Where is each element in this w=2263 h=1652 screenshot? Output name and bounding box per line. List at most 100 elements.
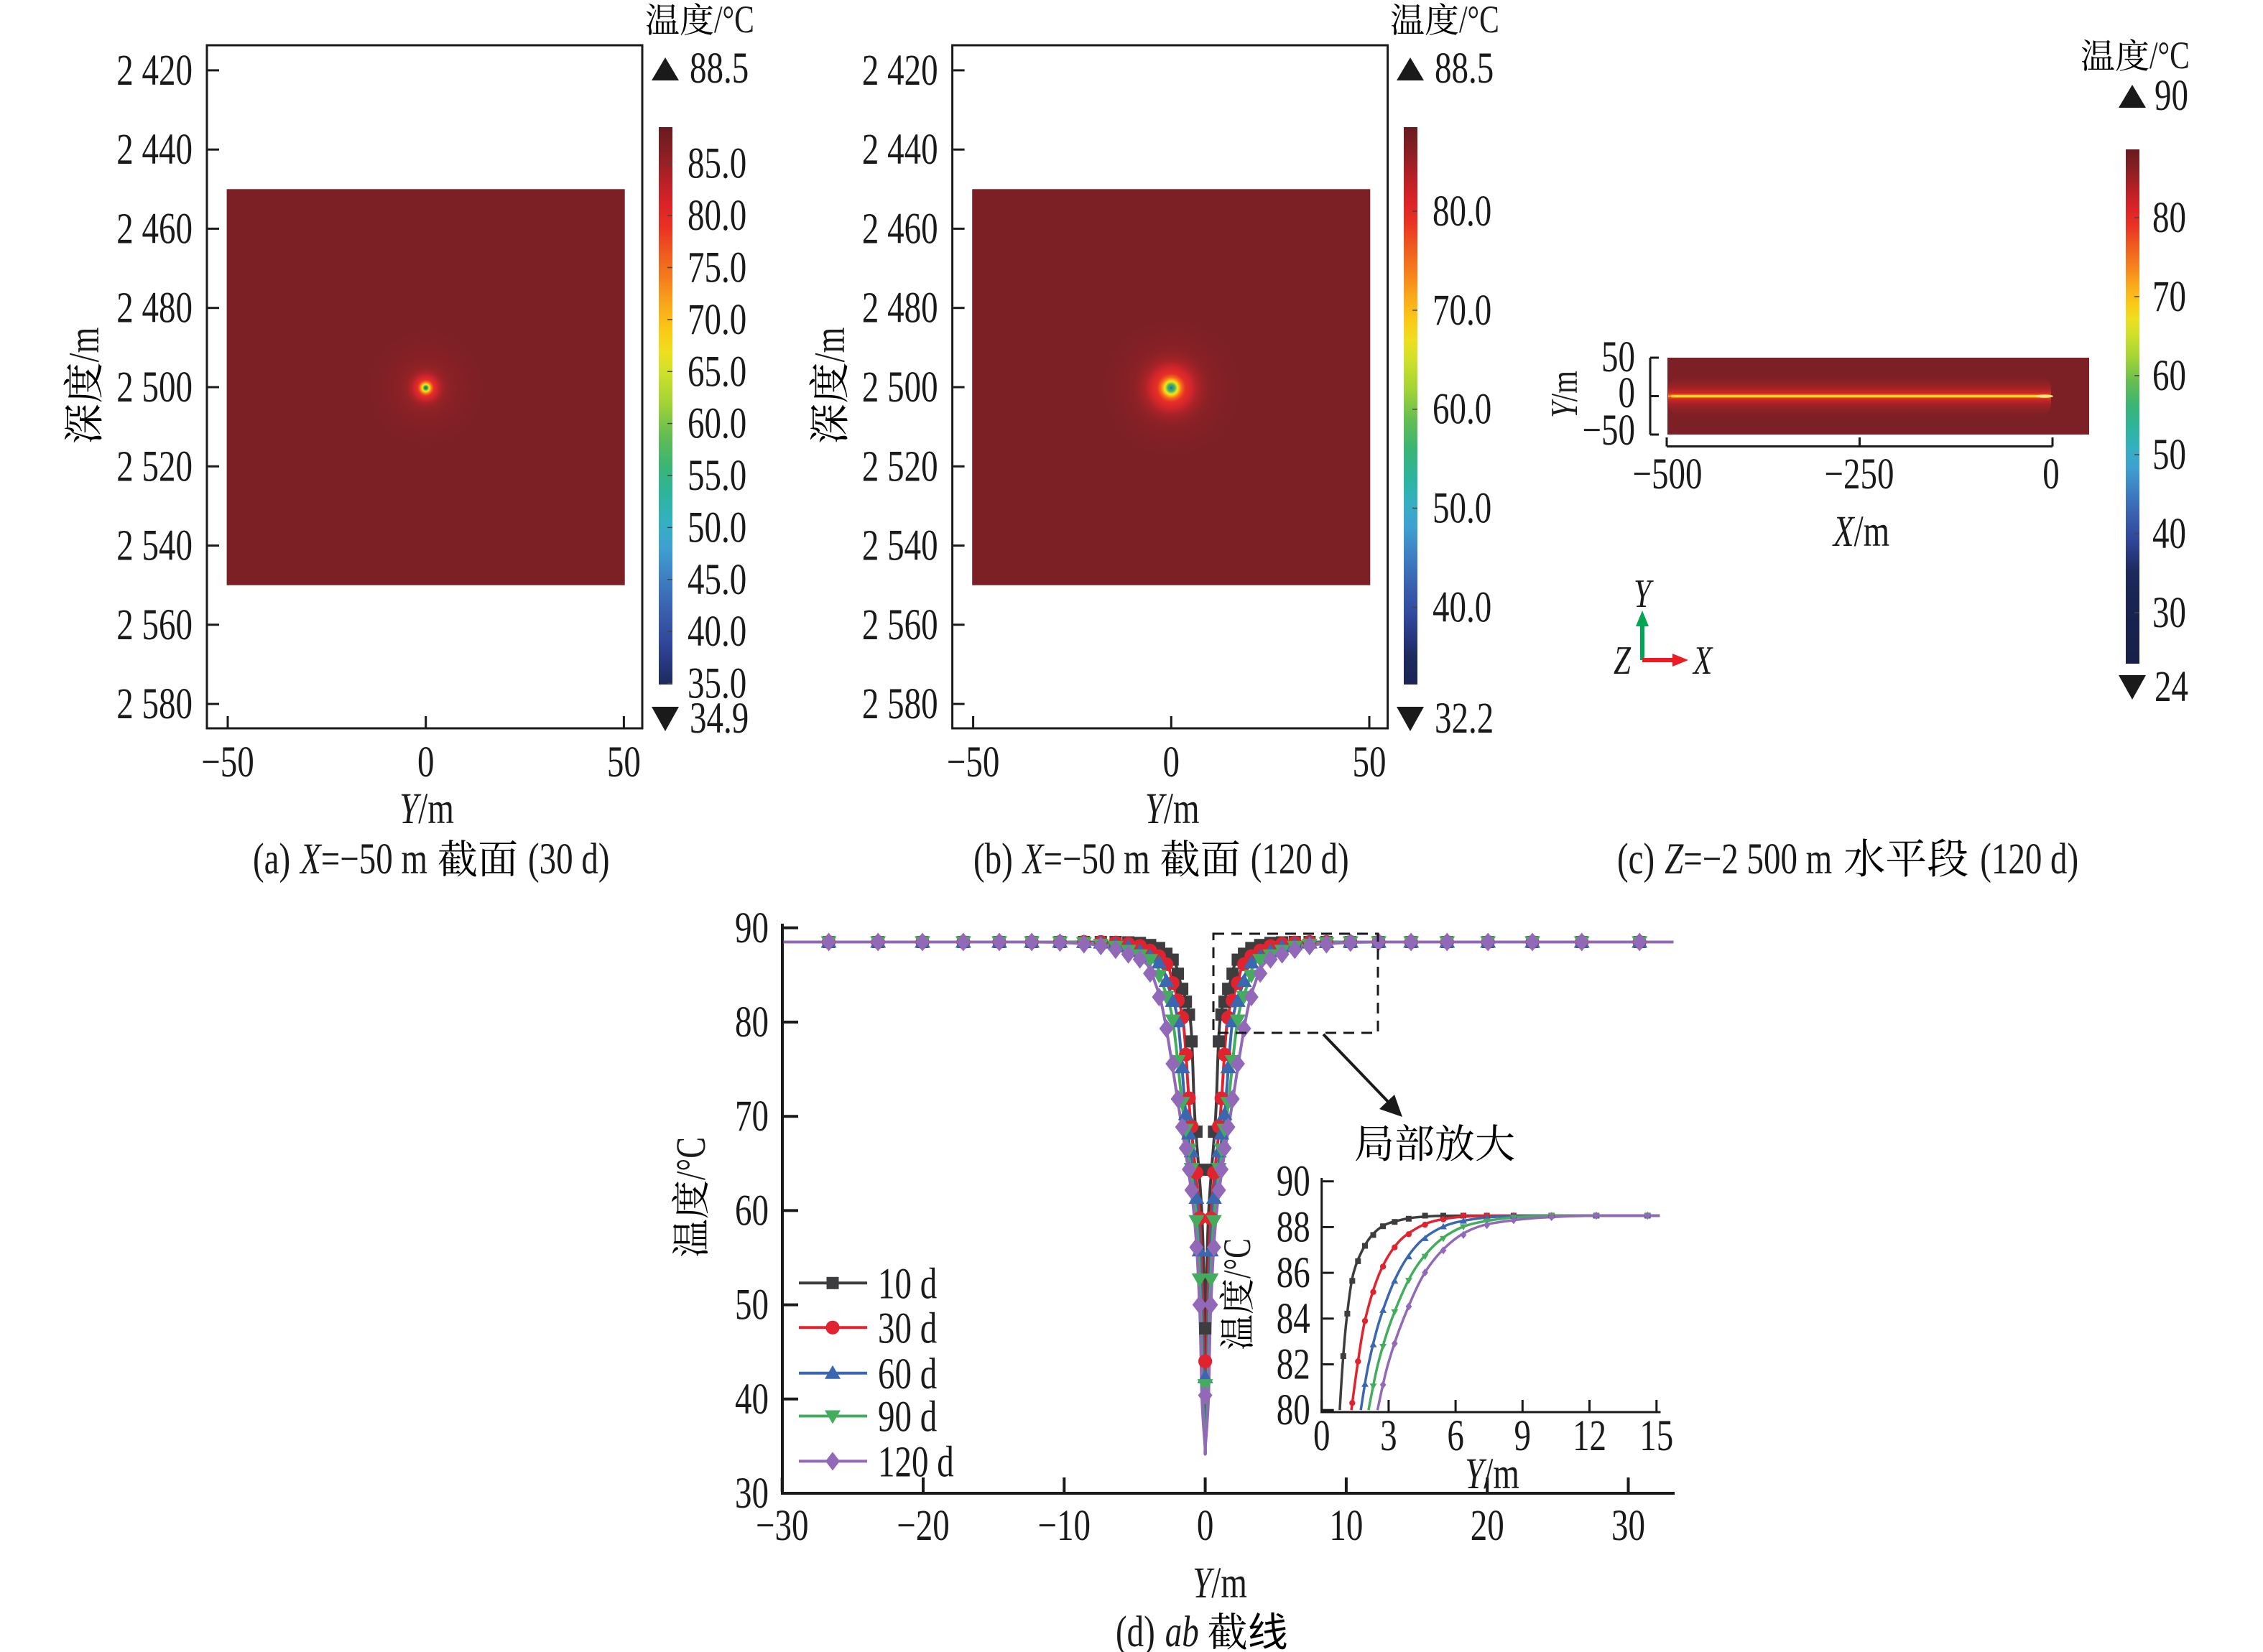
svg-text:20: 20 (1471, 1502, 1504, 1550)
svg-text:0: 0 (1619, 369, 1636, 417)
svg-text:2 480: 2 480 (862, 284, 938, 333)
svg-text:2 520: 2 520 (862, 442, 938, 491)
svg-text:70.0: 70.0 (1433, 287, 1491, 335)
svg-text:−50: −50 (1583, 407, 1636, 455)
svg-text:2 560: 2 560 (862, 601, 938, 649)
svg-text:34.9: 34.9 (690, 695, 749, 743)
svg-text:/°C: /°C (714, 0, 754, 41)
svg-text:55.0: 55.0 (688, 452, 746, 500)
svg-text:/°C: /°C (667, 1137, 714, 1180)
svg-text:−250: −250 (1825, 450, 1894, 498)
svg-text:32.2: 32.2 (1435, 695, 1494, 743)
svg-text:90: 90 (735, 904, 769, 952)
svg-text:2 540: 2 540 (862, 522, 938, 570)
svg-text:10 d: 10 d (878, 1260, 937, 1308)
svg-text:60: 60 (735, 1187, 769, 1235)
svg-text:10: 10 (1329, 1502, 1363, 1550)
svg-text:86: 86 (1277, 1249, 1310, 1297)
svg-text:30 d: 30 d (878, 1304, 937, 1352)
svg-text:50: 50 (2152, 431, 2186, 479)
svg-text:(d): (d) (1116, 1608, 1155, 1652)
svg-text:=−2 500 m: =−2 500 m (1683, 835, 1832, 883)
svg-text:80: 80 (1277, 1386, 1310, 1434)
svg-text:80.0: 80.0 (688, 192, 746, 240)
svg-text:/m: /m (1854, 508, 1890, 556)
svg-text:X: X (299, 835, 323, 883)
svg-text:2 580: 2 580 (116, 680, 193, 728)
svg-text:Y: Y (1634, 572, 1655, 616)
svg-text:9: 9 (1514, 1412, 1532, 1460)
svg-text:Y: Y (399, 785, 422, 833)
svg-text:65.0: 65.0 (688, 348, 746, 396)
svg-text:60.0: 60.0 (688, 400, 746, 448)
svg-text:/m: /m (1544, 371, 1586, 402)
svg-text:85.0: 85.0 (688, 140, 746, 188)
svg-text:80: 80 (735, 998, 769, 1047)
svg-text:40: 40 (735, 1375, 769, 1424)
svg-text:30: 30 (735, 1470, 769, 1518)
svg-text:2 520: 2 520 (116, 442, 193, 491)
svg-text:70: 70 (2152, 273, 2186, 321)
svg-text:60 d: 60 d (878, 1350, 937, 1398)
svg-text:60.0: 60.0 (1433, 386, 1491, 434)
svg-text:X: X (1832, 508, 1856, 556)
svg-text:Y: Y (1193, 1559, 1215, 1607)
svg-text:30: 30 (1611, 1502, 1645, 1550)
svg-text:2 480: 2 480 (116, 284, 193, 333)
svg-text:35.0: 35.0 (688, 660, 746, 708)
svg-text:50: 50 (607, 738, 641, 786)
svg-text:40: 40 (2152, 510, 2186, 558)
svg-text:2 420: 2 420 (116, 47, 193, 95)
svg-text:2 440: 2 440 (116, 126, 193, 174)
svg-text:6: 6 (1447, 1412, 1464, 1460)
svg-text:2 460: 2 460 (116, 205, 193, 253)
svg-text:82: 82 (1277, 1341, 1310, 1389)
svg-text:0: 0 (1313, 1412, 1331, 1460)
svg-text:ab: ab (1165, 1608, 1199, 1652)
svg-text:45.0: 45.0 (688, 556, 746, 604)
svg-text:/m: /m (418, 785, 454, 833)
svg-text:=−50 m: =−50 m (1044, 835, 1150, 883)
svg-text:40.0: 40.0 (1433, 583, 1491, 631)
svg-text:2 420: 2 420 (862, 47, 938, 95)
svg-text:50: 50 (1601, 333, 1635, 381)
svg-text:84: 84 (1277, 1295, 1310, 1343)
svg-text:50.0: 50.0 (688, 504, 746, 552)
svg-text:120 d: 120 d (878, 1438, 954, 1486)
svg-text:Y: Y (1145, 785, 1167, 833)
svg-text:−50: −50 (201, 738, 254, 786)
svg-text:−10: −10 (1038, 1502, 1091, 1550)
svg-text:/°C: /°C (1459, 0, 1499, 41)
svg-text:=−50 m: =−50 m (321, 835, 427, 883)
svg-text:2 560: 2 560 (116, 601, 193, 649)
svg-text:0: 0 (1197, 1502, 1214, 1550)
svg-text:Z: Z (1665, 835, 1684, 883)
svg-text:/m: /m (1164, 785, 1200, 833)
svg-text:70.0: 70.0 (688, 296, 746, 344)
svg-text:/°C: /°C (2149, 34, 2190, 77)
svg-text:(30 d): (30 d) (528, 835, 610, 883)
svg-text:60: 60 (2152, 352, 2186, 400)
svg-text:24: 24 (2155, 663, 2188, 711)
svg-text:50: 50 (1353, 738, 1387, 786)
svg-text:2 500: 2 500 (862, 363, 938, 412)
svg-text:(b): (b) (973, 835, 1013, 883)
svg-text:0: 0 (1163, 738, 1180, 786)
svg-text:88: 88 (1277, 1203, 1310, 1251)
svg-text:75.0: 75.0 (688, 244, 746, 292)
svg-text:−50: −50 (947, 738, 1000, 786)
svg-text:2 540: 2 540 (116, 522, 193, 570)
svg-text:/°C: /°C (1216, 1238, 1259, 1279)
svg-text:/m: /m (60, 328, 108, 363)
svg-text:88.5: 88.5 (1435, 45, 1494, 93)
svg-text:88.5: 88.5 (690, 45, 749, 93)
svg-text:−20: −20 (897, 1502, 950, 1550)
svg-text:15: 15 (1639, 1412, 1673, 1460)
svg-text:(c): (c) (1617, 835, 1655, 883)
svg-text:−30: −30 (756, 1502, 809, 1550)
svg-text:/m: /m (806, 328, 853, 363)
svg-text:2 500: 2 500 (116, 363, 193, 412)
svg-text:Y: Y (1544, 399, 1586, 418)
svg-text:/m: /m (1484, 1450, 1519, 1498)
svg-text:X: X (1021, 835, 1045, 883)
